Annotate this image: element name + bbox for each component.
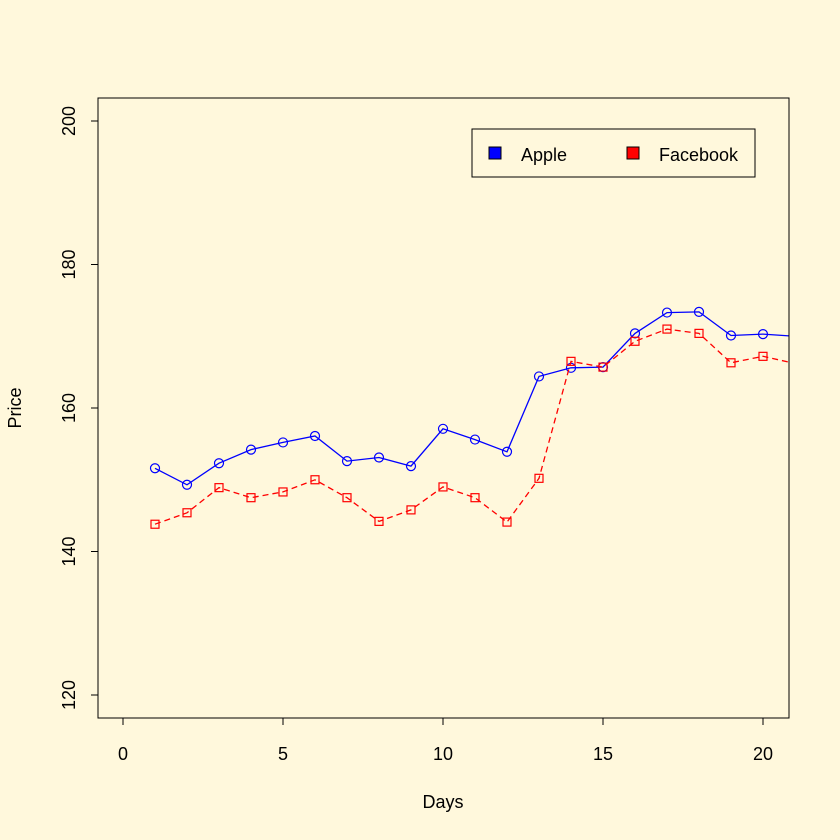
legend-swatch-apple (488, 146, 502, 160)
data-point-facebook (534, 473, 544, 483)
data-point-apple (373, 452, 385, 463)
data-point-apple (629, 328, 641, 339)
data-point-apple (757, 328, 769, 340)
data-point-facebook (470, 493, 480, 503)
data-point-apple (725, 330, 737, 341)
data-point-facebook (726, 358, 736, 368)
data-point-facebook (246, 493, 256, 503)
x-axis-label: Days (422, 792, 463, 812)
data-point-facebook (758, 351, 768, 361)
y-axis: 120 140 160 180 200 (59, 106, 99, 710)
series-facebook (150, 324, 789, 529)
x-tick-label: 15 (593, 744, 613, 764)
legend-swatch-facebook (626, 146, 640, 160)
data-point-facebook (662, 324, 672, 334)
data-point-facebook (598, 362, 608, 372)
x-axis: 0 5 10 15 20 (118, 717, 773, 764)
data-point-facebook (406, 505, 416, 515)
data-point-facebook (566, 356, 576, 366)
data-point-facebook (694, 328, 704, 338)
y-tick-label: 120 (59, 680, 79, 710)
series-line-apple (154, 311, 789, 486)
x-tick-label: 10 (433, 744, 453, 764)
data-point-apple (213, 458, 225, 469)
data-point-apple (437, 423, 449, 434)
data-point-apple (469, 434, 481, 445)
data-point-facebook (150, 519, 160, 529)
y-tick-label: 200 (59, 106, 79, 136)
data-point-facebook (182, 508, 192, 518)
data-point-apple (149, 463, 161, 474)
x-tick-label: 0 (118, 744, 128, 764)
legend-label-apple: Apple (521, 145, 567, 165)
data-point-facebook (214, 483, 224, 493)
y-axis-label: Price (5, 387, 25, 428)
legend-box (471, 128, 756, 178)
data-point-facebook (502, 517, 512, 527)
data-point-facebook (310, 475, 320, 485)
y-tick-label: 140 (59, 536, 79, 566)
x-tick-label: 20 (753, 744, 773, 764)
data-point-facebook (342, 493, 352, 503)
y-tick-label: 160 (59, 393, 79, 423)
data-point-apple (661, 307, 673, 318)
data-point-facebook (630, 336, 640, 346)
data-point-facebook (438, 482, 448, 492)
y-tick-label: 180 (59, 249, 79, 279)
data-point-apple (309, 430, 321, 442)
series-apple (149, 306, 789, 490)
data-point-facebook (374, 516, 384, 526)
data-point-facebook (278, 487, 288, 497)
data-point-apple (277, 437, 289, 448)
series-line-facebook (154, 328, 789, 525)
data-point-apple (245, 444, 257, 455)
data-point-apple (405, 461, 417, 472)
data-point-apple (341, 455, 353, 467)
data-point-apple (533, 371, 545, 382)
x-tick-label: 5 (278, 744, 288, 764)
legend: Apple Facebook (471, 128, 756, 178)
legend-label-facebook: Facebook (659, 145, 739, 165)
data-point-apple (693, 306, 705, 317)
data-point-apple (501, 446, 513, 457)
data-point-apple (181, 479, 193, 490)
